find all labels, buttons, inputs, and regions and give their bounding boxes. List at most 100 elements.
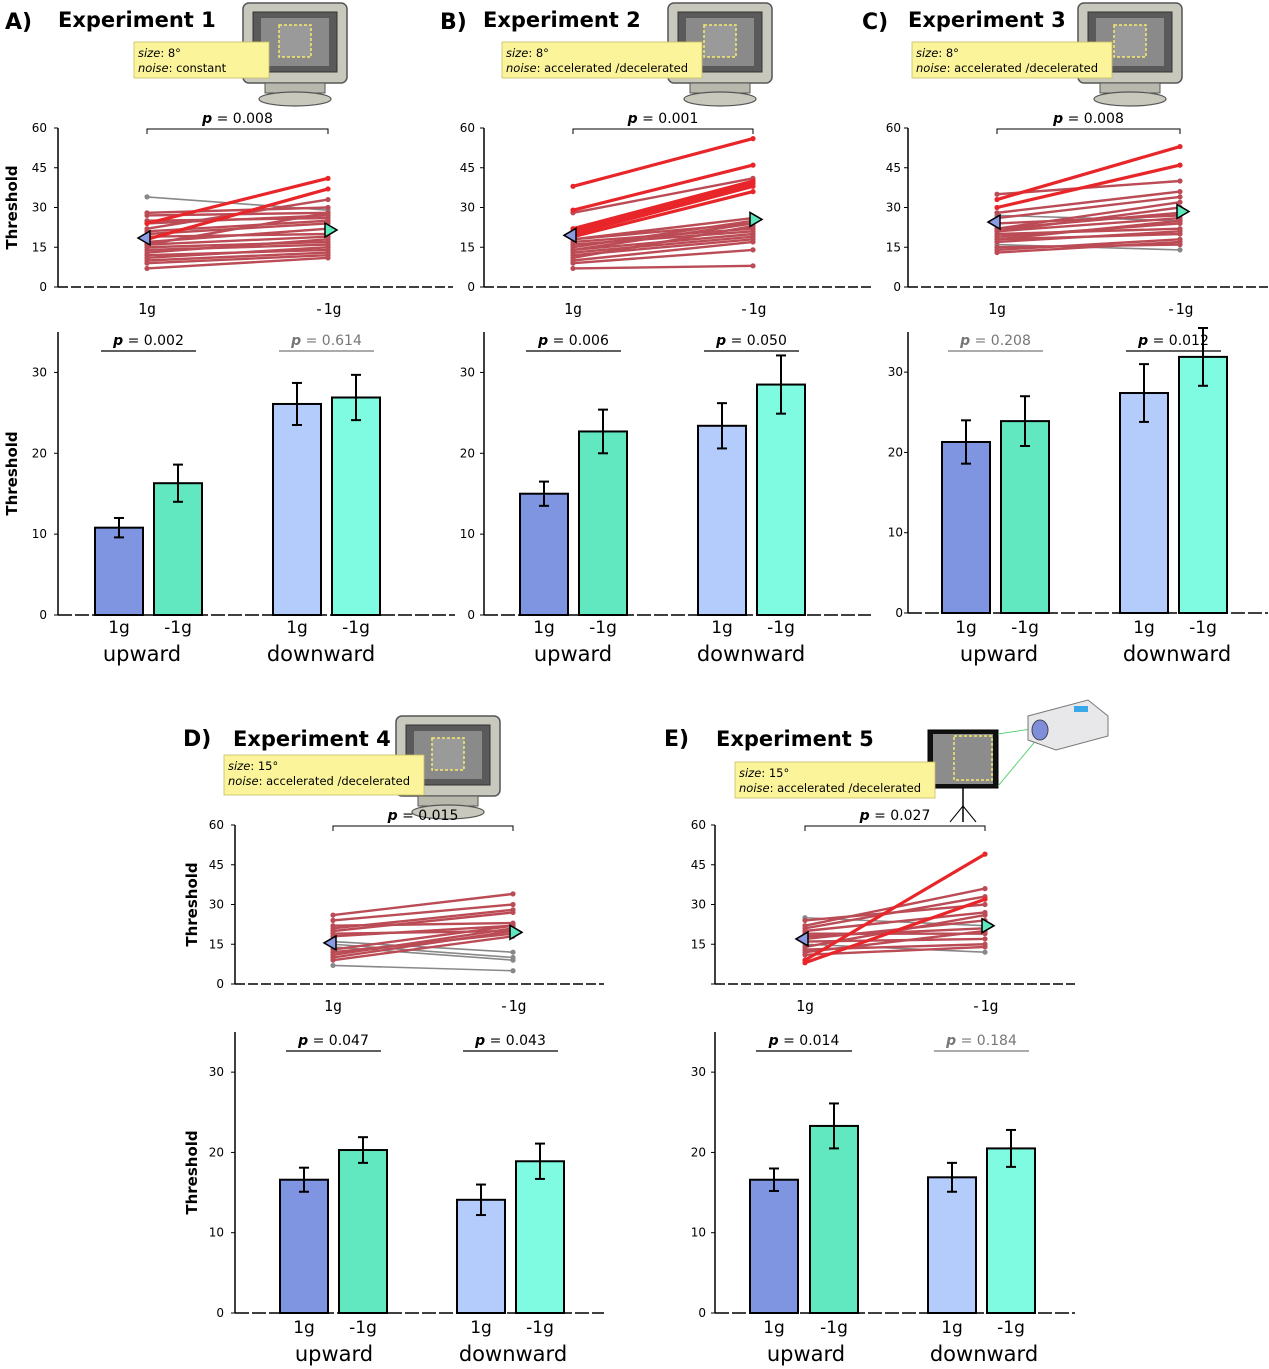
group-label: downward	[459, 1342, 567, 1366]
bar	[697, 424, 747, 616]
bar-category-label: 1g	[470, 1318, 492, 1338]
subject-point	[802, 923, 808, 929]
subject-point	[994, 249, 1000, 256]
y-tick-label: 60	[209, 818, 224, 832]
significance-bracket	[572, 128, 754, 134]
panel-E: E) Experiment 5 size: 15°noise: accelerate…	[664, 699, 1109, 1366]
subject-line	[572, 264, 754, 270]
group-label: downward	[697, 642, 805, 666]
panel-C: C) Experiment 3 size: 8°noise: accelerated…	[862, 2, 1268, 666]
noise-label: noise	[916, 61, 947, 75]
subject-point	[330, 917, 336, 924]
p-value-text: = 0.184	[956, 1033, 1017, 1049]
p-value: p = 0.008	[1052, 111, 1124, 127]
bar-category-label: -1g	[589, 618, 617, 638]
bar-category-label: -1g	[342, 618, 370, 638]
subject-point	[750, 239, 756, 245]
p-value: p = 0.027	[859, 808, 931, 824]
experiment-title: Experiment 4	[233, 727, 391, 751]
noise-value: : accelerated /decelerated	[537, 61, 688, 75]
subject-line	[996, 227, 1181, 236]
subject-point	[330, 954, 336, 961]
significance-bracket	[996, 128, 1181, 134]
bar	[578, 430, 628, 616]
bar	[756, 383, 806, 616]
size-value: : 8°	[160, 46, 181, 60]
subject-line	[146, 246, 329, 260]
subject-point	[570, 207, 576, 213]
subject-point	[144, 260, 150, 266]
subject-point	[982, 851, 988, 857]
subject-point	[144, 220, 150, 226]
paired-threshold-plot: 0 15 30 45 60 Threshold 1g -1g p = 0.008	[3, 111, 453, 318]
subject-point	[144, 249, 150, 256]
y-tick-label: 10	[209, 1226, 224, 1240]
p-value-text: = 0.001	[638, 111, 699, 127]
subject-point	[325, 186, 331, 192]
tripod-leg	[949, 805, 964, 823]
y-tick-label: 30	[888, 365, 903, 379]
size-note: size: 8°	[506, 46, 549, 60]
bar-category-label: -1g	[820, 1318, 848, 1338]
y-axis-label: Threshold	[3, 431, 21, 515]
bar	[749, 1178, 799, 1314]
noise-value: : accelerated /decelerated	[259, 774, 410, 788]
subject-line	[996, 145, 1181, 202]
subject-line	[996, 238, 1181, 252]
p-value: p = 0.614	[290, 333, 362, 349]
y-tick-label: 30	[691, 1065, 706, 1079]
group-label: upward	[767, 1342, 845, 1366]
panel-letter: E)	[664, 727, 689, 752]
size-value: : 15°	[761, 766, 789, 780]
panel-letter: B)	[440, 10, 467, 35]
y-tick-label: 20	[209, 1145, 224, 1159]
bar-category-label: -1g	[767, 618, 795, 638]
subject-point	[750, 162, 756, 168]
subject-point	[325, 175, 331, 181]
subject-point	[1177, 199, 1183, 205]
p-symbol: p	[1052, 111, 1063, 127]
subject-line	[572, 248, 754, 265]
y-tick-label: 0	[39, 280, 47, 294]
subject-line	[804, 897, 986, 965]
x-category-label: -1g	[314, 300, 341, 318]
experiment-title: Experiment 2	[483, 8, 641, 32]
bar-category-label: -1g	[349, 1318, 377, 1338]
y-tick-label: 0	[698, 1306, 706, 1320]
p-symbol: p	[290, 333, 301, 349]
panel-letter: C)	[862, 10, 888, 35]
subject-point	[1177, 218, 1183, 224]
noise-note: noise: accelerated /decelerated	[506, 61, 688, 75]
subject-point	[510, 949, 516, 955]
y-tick-label: 60	[691, 818, 706, 832]
tripod-leg	[962, 805, 977, 823]
y-axis-label: Threshold	[183, 1130, 201, 1214]
subject-line	[572, 179, 754, 231]
subject-point	[570, 183, 576, 189]
bar-category-label: -1g	[1189, 618, 1217, 638]
y-tick-label: 0	[893, 280, 901, 294]
noise-label: noise	[739, 781, 770, 795]
bar	[927, 1176, 977, 1314]
subject-point	[1177, 228, 1183, 234]
subject-line	[572, 235, 754, 254]
subject-line	[572, 182, 754, 233]
y-tick-label: 45	[886, 161, 901, 175]
subject-line	[572, 240, 754, 262]
y-axis-label: Threshold	[183, 862, 201, 946]
subject-point	[325, 255, 331, 261]
bar-threshold-plot: 0 10 20 30 Threshold 1g -1g 1g -1g upward p = 0.04…	[183, 1032, 604, 1366]
subject-point	[802, 957, 808, 963]
monitor-stand	[258, 91, 332, 107]
subject-line	[146, 251, 329, 262]
condition-note	[223, 754, 425, 796]
y-tick-label: 30	[460, 365, 475, 379]
y-tick-label: 0	[467, 608, 475, 622]
p-value-text: = 0.027	[870, 808, 931, 824]
monitor-stand	[411, 804, 485, 820]
panel-B: B) Experiment 2 size: 8°noise: accelerated…	[440, 2, 871, 666]
stimulus-window	[953, 735, 993, 781]
p-value: p = 0.008	[201, 111, 273, 127]
size-value: : 8°	[938, 46, 959, 60]
